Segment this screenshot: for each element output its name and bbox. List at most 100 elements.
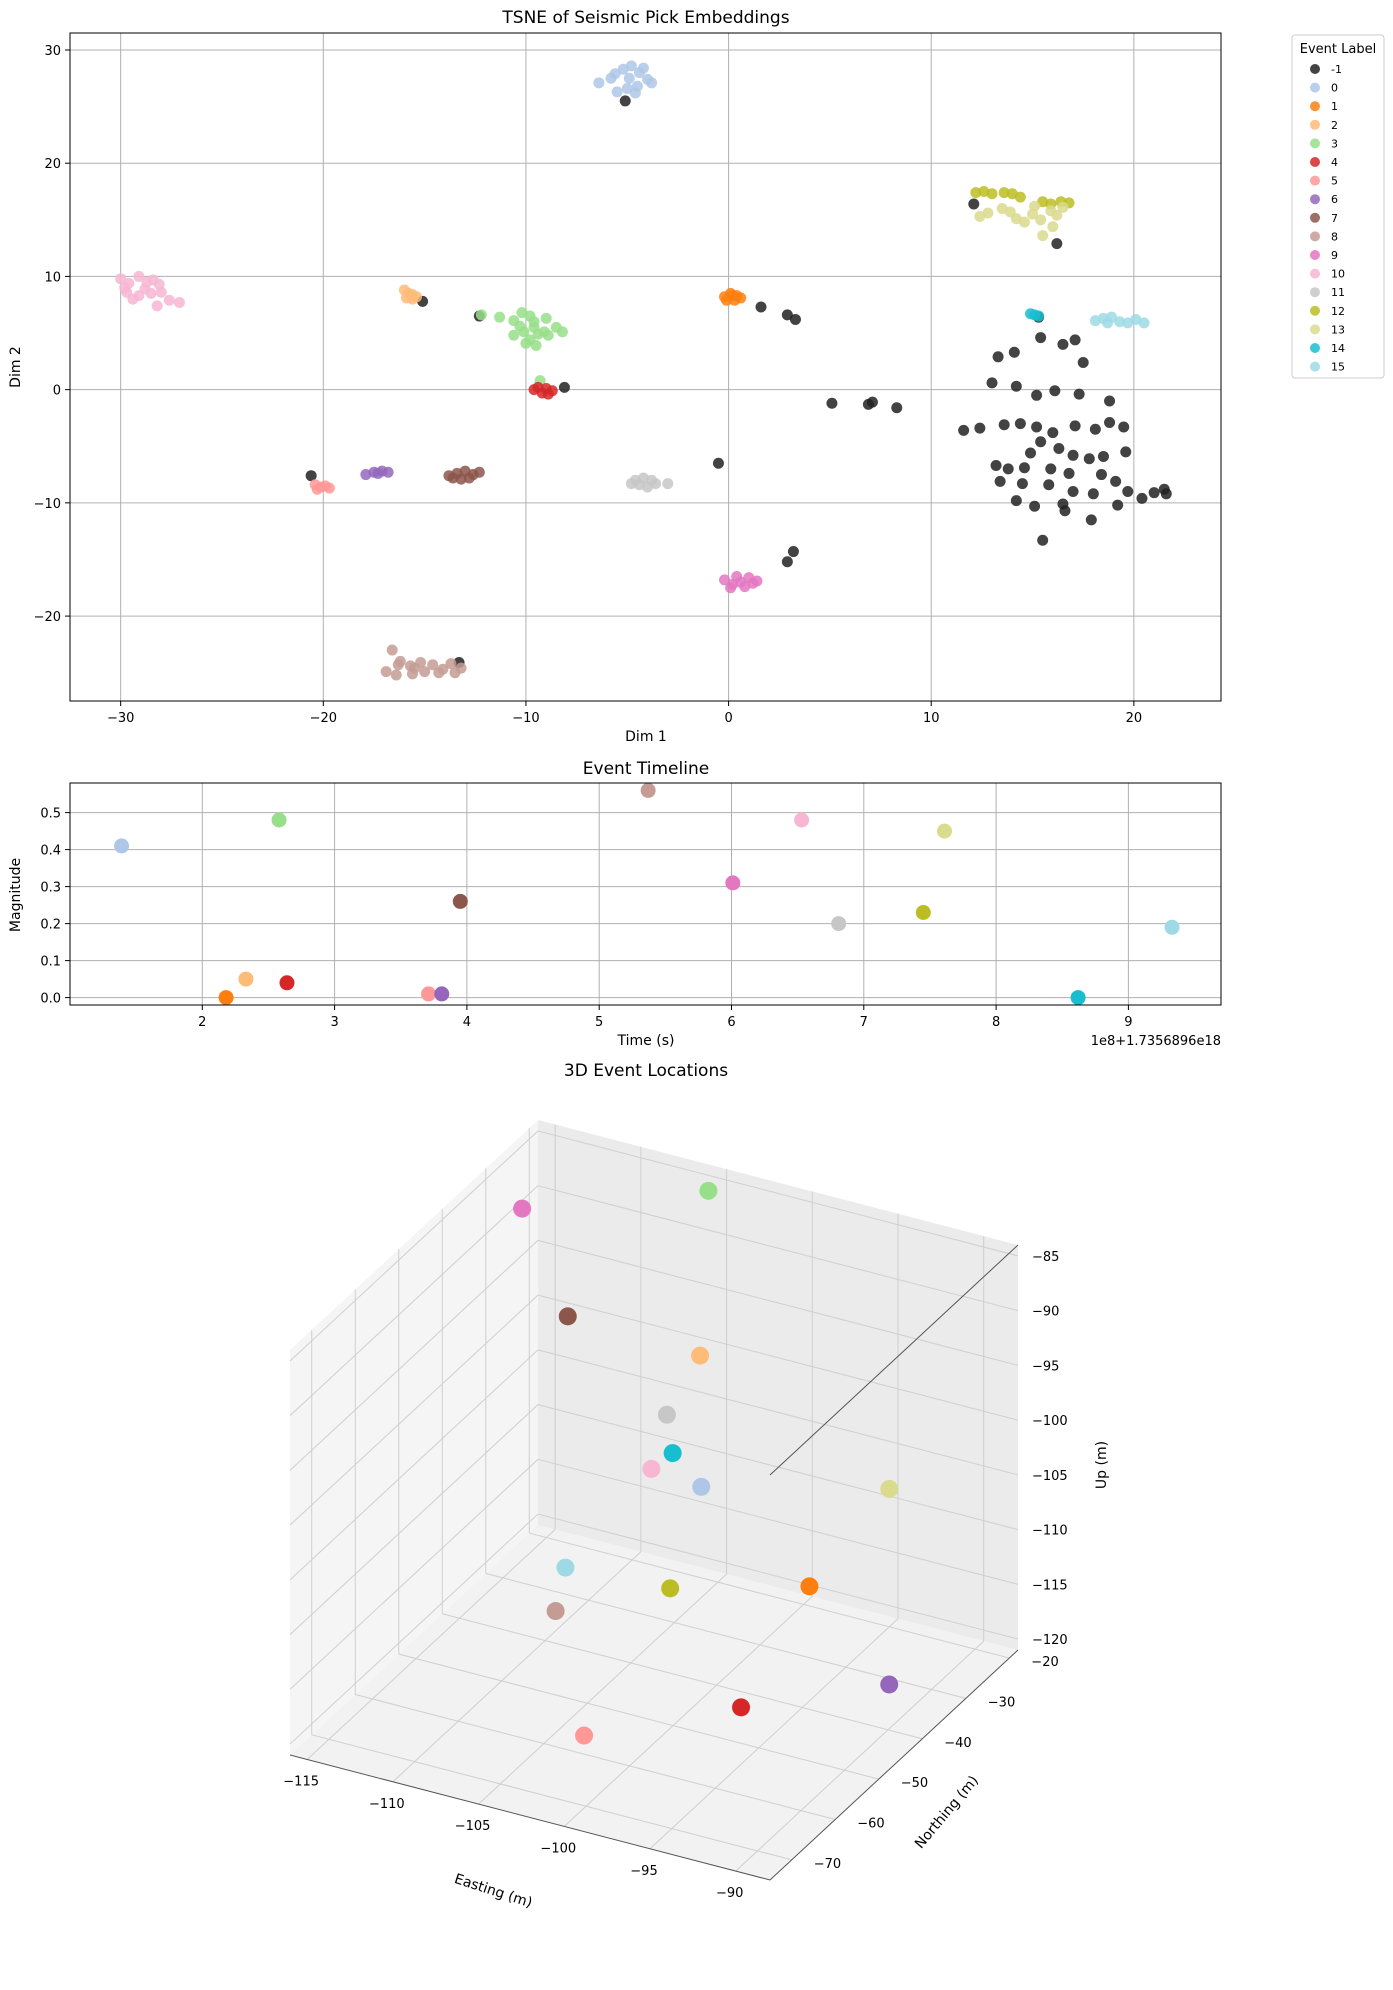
tsne-xtick-label: 20 — [1126, 711, 1143, 726]
tsne-point--1 — [1037, 534, 1049, 546]
3d-ztick-label: −115 — [1032, 1578, 1068, 1593]
tsne-point-15 — [1102, 317, 1114, 329]
tsne-point--1 — [1018, 462, 1030, 474]
tsne-point--1 — [1110, 475, 1122, 487]
tsne-point--1 — [1148, 487, 1160, 499]
legend-label: 10 — [1331, 268, 1345, 281]
timeline-offset-text: 1e8+1.7356896e18 — [1091, 1034, 1221, 1049]
tsne-point-7 — [447, 472, 459, 484]
3d-point-3 — [699, 1181, 718, 1200]
tsne-point-8 — [392, 659, 404, 671]
legend-label: 6 — [1331, 193, 1338, 206]
legend-marker — [1310, 64, 1320, 74]
tsne-point--1 — [998, 419, 1010, 431]
tsne-point--1 — [1067, 449, 1079, 461]
timeline-xtick-label: 9 — [1124, 1015, 1132, 1030]
legend-label: 3 — [1331, 137, 1338, 150]
legend-marker — [1310, 101, 1320, 112]
timeline-xlabel: Time (s) — [617, 1033, 675, 1049]
legend-marker — [1310, 212, 1320, 223]
legend-label: 14 — [1331, 342, 1345, 355]
tsne-point-10 — [133, 270, 145, 282]
legend-marker — [1310, 361, 1320, 372]
tsne-point--1 — [1035, 436, 1047, 448]
timeline-point-14 — [1070, 990, 1086, 1006]
tsne-point--1 — [1069, 420, 1081, 432]
3d-grid-x-floor — [563, 1596, 813, 1827]
tsne-point--1 — [1014, 418, 1026, 430]
3d-grid-y-floor — [311, 1734, 792, 1861]
3d-ytick-label: −20 — [1031, 1655, 1058, 1670]
tsne-point-4 — [540, 383, 552, 395]
tsne-point-13 — [1018, 216, 1030, 228]
tsne-point-10 — [163, 294, 175, 306]
timeline-axes-frame — [69, 782, 1222, 1006]
tsne-point-4 — [532, 381, 544, 393]
tsne-point--1 — [974, 422, 986, 434]
legend-label: 12 — [1331, 305, 1345, 318]
legend-label: 7 — [1331, 212, 1338, 225]
tsne-point--1 — [1051, 238, 1063, 250]
timeline-panel: Event Timeline 2 3 4 5 6 7 8 9 0.0 0.1 0.2 0.3 0.4 0.… — [8, 759, 1222, 1049]
3d-point-12 — [661, 1579, 680, 1598]
tsne-point--1 — [866, 396, 878, 408]
tsne-point-1 — [727, 290, 739, 302]
3d-point-5 — [575, 1726, 594, 1745]
3d-grid-x-floor — [649, 1618, 899, 1850]
tsne-point-11 — [662, 478, 674, 490]
tsne-point-13 — [1047, 221, 1059, 233]
legend-label: 13 — [1331, 323, 1345, 336]
3d-point-15 — [556, 1558, 575, 1577]
tsne-point--1 — [1097, 450, 1109, 462]
timeline-point-13 — [936, 823, 952, 839]
tsne-ytick-label: 10 — [44, 270, 61, 285]
timeline-xtick-label: 7 — [860, 1015, 868, 1030]
tsne-point--1 — [781, 556, 793, 568]
tsne-point-0 — [621, 82, 633, 94]
tsne-point--1 — [1087, 488, 1099, 500]
tsne-point--1 — [1067, 486, 1079, 498]
3d-point-10 — [642, 1459, 661, 1478]
3d-point-8 — [546, 1602, 565, 1621]
3d-ztick-label: −105 — [1032, 1469, 1068, 1484]
tsne-point--1 — [1069, 334, 1081, 346]
tsne-point--1 — [1047, 427, 1059, 439]
timeline-xtick-label: 2 — [198, 1015, 206, 1030]
tsne-point-3 — [508, 329, 520, 341]
tsne-point--1 — [1029, 500, 1041, 512]
tsne-point-8 — [445, 658, 457, 670]
tsne-point-9 — [731, 570, 743, 582]
3d-ytick-label: −60 — [857, 1816, 884, 1831]
legend-label: 9 — [1331, 249, 1338, 262]
3d-grid-z-side — [289, 1404, 539, 1635]
3d-grid-z-back — [537, 1239, 1019, 1366]
3d-ztick-label: −85 — [1032, 1250, 1059, 1265]
timeline-point-11 — [831, 916, 847, 932]
tsne-point--1 — [1095, 469, 1107, 481]
3d-grid — [289, 1124, 1019, 1872]
timeline-point-10 — [794, 812, 810, 828]
3d-grid-x-floor — [306, 1529, 556, 1760]
legend-marker — [1310, 324, 1320, 335]
legend-label: 0 — [1331, 82, 1338, 95]
tsne-point-10 — [119, 282, 131, 294]
tsne-point-3 — [556, 326, 568, 338]
timeline-point-5 — [421, 986, 437, 1002]
tsne-xtick-label: −10 — [512, 711, 539, 726]
tsne-point-3 — [542, 329, 554, 341]
tsne-point-9 — [725, 582, 737, 594]
tsne-point--1 — [1016, 478, 1028, 490]
tsne-point-0 — [611, 86, 623, 98]
tsne-points — [115, 60, 1172, 681]
tsne-point-3 — [528, 321, 540, 333]
3d-grid-z-back — [537, 1349, 1019, 1476]
timeline-ytick-label: 0.4 — [40, 844, 61, 859]
3d-floor-pane — [290, 1525, 1018, 1880]
tsne-point--1 — [755, 301, 767, 313]
3d-point-13 — [880, 1479, 899, 1498]
tsne-point-8 — [380, 666, 392, 678]
tsne-point--1 — [1049, 385, 1061, 397]
tsne-point--1 — [789, 313, 801, 325]
